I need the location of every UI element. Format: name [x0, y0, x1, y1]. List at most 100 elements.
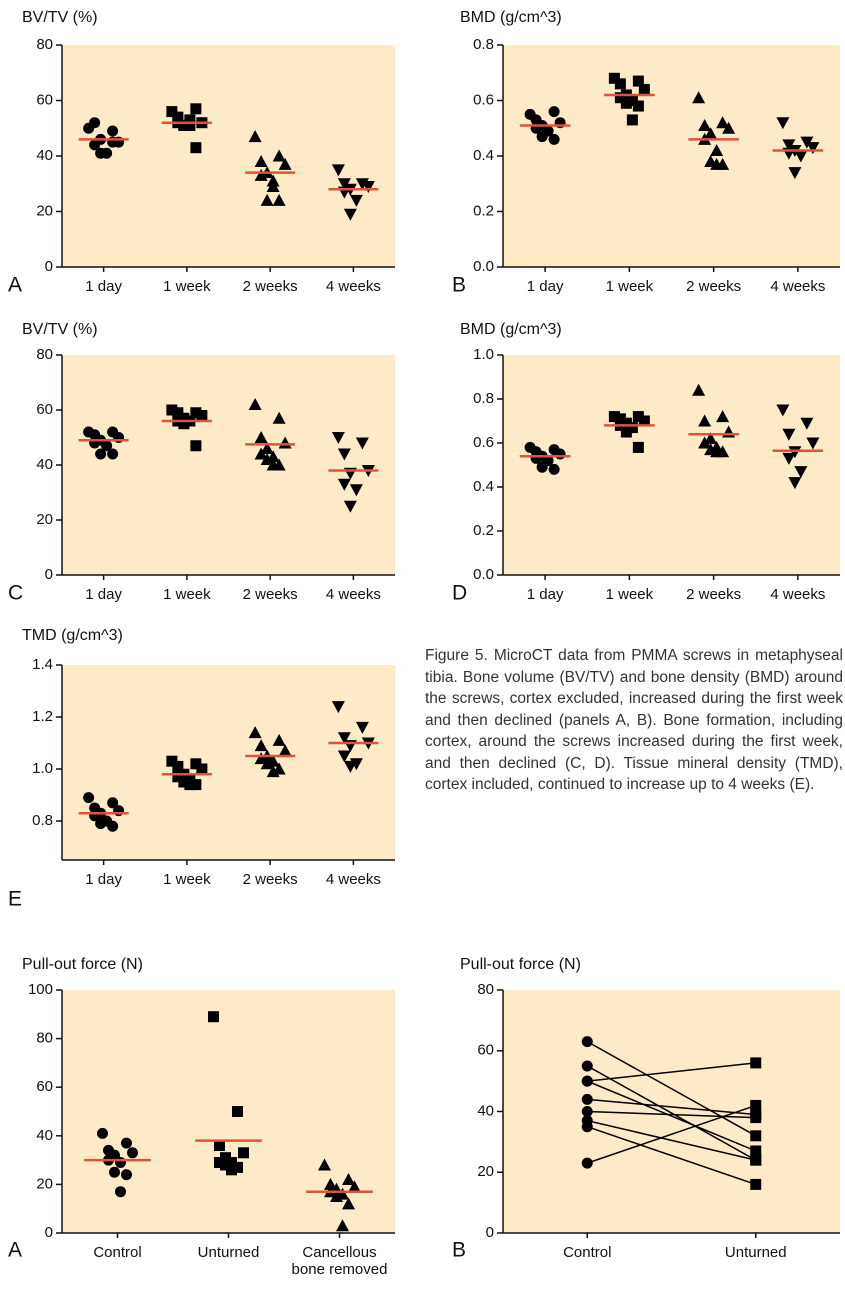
pair-line [587, 1098, 756, 1116]
data-point [638, 415, 650, 427]
data-point [581, 1121, 593, 1133]
data-point [349, 194, 363, 207]
data-point [788, 167, 802, 180]
y-tick-label: 40 [36, 1127, 53, 1144]
x-tick-label: 1 day [85, 586, 122, 603]
y-tick-label: 60 [477, 1042, 494, 1059]
pair-line [586, 1065, 757, 1161]
data-point [626, 95, 638, 106]
data-point [343, 208, 357, 221]
data-point [190, 779, 202, 791]
data-point [184, 119, 196, 131]
data-point [178, 418, 190, 430]
plot-background [62, 45, 395, 267]
data-point [272, 733, 286, 746]
data-point [318, 1158, 331, 1171]
data-point [581, 1093, 593, 1105]
x-tick-label: Unturned [724, 1244, 787, 1261]
data-point [331, 432, 345, 444]
data-point [794, 150, 808, 163]
data-point [750, 1145, 762, 1157]
y-tick-label: 60 [36, 1078, 53, 1095]
y-tick-label: 1.4 [32, 656, 53, 673]
data-point [196, 410, 208, 421]
y-tick-label: 0.6 [473, 434, 494, 451]
data-point [614, 92, 626, 104]
data-point [348, 1180, 361, 1193]
data-point [698, 436, 712, 449]
data-point [178, 119, 190, 131]
data-point [331, 164, 345, 177]
data-point [107, 820, 119, 832]
data-point [337, 448, 351, 461]
data-point [184, 114, 196, 126]
data-point [788, 446, 802, 459]
pair-line [586, 1040, 757, 1137]
x-tick-label: 4 weeks [770, 586, 826, 603]
data-point [806, 437, 820, 450]
data-point [190, 407, 202, 419]
data-point [330, 1190, 343, 1203]
x-tick-label: 2 weeks [242, 586, 298, 603]
data-point [620, 97, 632, 109]
data-point [794, 466, 808, 479]
data-point [184, 779, 196, 791]
pair-line [587, 1125, 756, 1186]
data-point [266, 174, 280, 187]
x-tick-label: 1 week [605, 586, 654, 603]
data-point [248, 130, 262, 143]
y-tick-label: 0.8 [473, 390, 494, 407]
data-point [698, 118, 712, 131]
data-point [214, 1140, 225, 1152]
data-point [581, 1106, 593, 1117]
data-point [750, 1099, 762, 1111]
data-point [806, 142, 820, 155]
data-point [254, 752, 268, 765]
data-point [704, 432, 718, 445]
data-point [349, 484, 363, 497]
data-point [620, 426, 632, 438]
data-point [107, 125, 119, 137]
data-point [337, 478, 351, 491]
data-point [776, 117, 790, 130]
data-point [260, 193, 274, 206]
panel-label: B [452, 1239, 466, 1262]
data-point [190, 440, 202, 452]
data-point [342, 1197, 355, 1210]
panel-label: C [8, 582, 23, 605]
x-tick-label: 2 weeks [686, 278, 742, 295]
data-point [226, 1164, 237, 1176]
data-point [750, 1130, 762, 1142]
data-point [581, 1075, 593, 1087]
data-point [581, 1060, 593, 1072]
data-point [626, 422, 638, 434]
data-point [336, 1219, 349, 1232]
data-point [800, 417, 814, 430]
data-point [704, 127, 718, 140]
data-point [272, 149, 286, 162]
data-point [107, 797, 119, 809]
data-point [95, 448, 107, 460]
chart-title: BMD (g/cm^3) [460, 321, 562, 338]
y-tick-label: 40 [36, 456, 53, 473]
y-tick-label: 1.2 [32, 708, 53, 725]
y-tick-label: 0.0 [473, 258, 494, 275]
data-point [782, 428, 796, 441]
data-point [238, 1147, 249, 1159]
data-point [260, 757, 274, 770]
data-point [172, 760, 184, 772]
plot-background [503, 45, 840, 267]
data-point [83, 792, 95, 804]
data-point [626, 114, 638, 126]
y-tick-label: 0.8 [473, 36, 494, 53]
data-point [337, 732, 351, 745]
data-point [248, 726, 262, 739]
x-tick-label: 4 weeks [325, 586, 381, 603]
data-point [355, 721, 369, 734]
y-tick-label: 60 [36, 401, 53, 418]
panel-label: A [8, 1239, 22, 1262]
data-point [554, 448, 566, 460]
data-point [166, 106, 178, 118]
y-tick-label: 0.4 [473, 478, 494, 495]
y-tick-label: 0 [45, 258, 53, 275]
